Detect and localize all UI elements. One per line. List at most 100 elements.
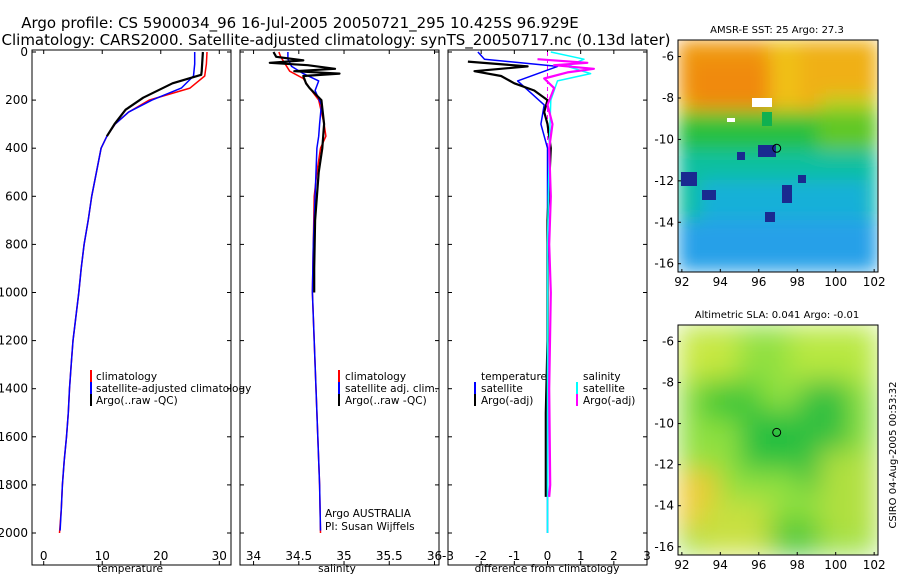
map-xtick-label: 92 (674, 558, 689, 572)
map-ytick-label: -8 (662, 91, 674, 105)
sst-map-title: AMSR-E SST: 25 Argo: 27.3 (710, 25, 844, 36)
sst-anomaly-patch-6 (782, 185, 792, 203)
map-ytick-label: -16 (654, 257, 674, 271)
figure-title-line2: Climatology: CARS2000. Satellite-adjuste… (2, 31, 671, 50)
xtick-label: 1 (577, 549, 585, 563)
map-xtick-label: 96 (751, 558, 766, 572)
map-ytick-label: -12 (654, 174, 674, 188)
series-temperature-argo-adj- (467, 60, 552, 497)
salinity-panel-frame (239, 49, 440, 566)
annotation-argo-australia: Argo AUSTRALIA (325, 508, 412, 520)
sst-anomaly-patch-5 (765, 212, 775, 222)
map-ytick-label: -8 (662, 376, 674, 390)
legend-diff-temperature: temperature (481, 371, 547, 383)
legend-diff-temp-satellite: satellite (481, 383, 523, 395)
sla-map-title: Altimetric SLA: 0.041 Argo: -0.01 (695, 310, 860, 321)
map-ytick-label: -12 (654, 458, 674, 472)
xtick-label: 35.5 (376, 549, 403, 563)
map-ytick-label: -6 (662, 50, 674, 64)
xtick-label: 2 (610, 549, 618, 563)
annotation-pi: PI: Susan Wijffels (325, 521, 415, 533)
side-timestamp: CSIRO 04-Aug-2005 00:53:32 (888, 381, 899, 528)
sst-anomaly-patch-3 (681, 172, 697, 186)
ytick-label: 200 (5, 93, 28, 107)
series-satellite-adj-clim- (287, 52, 323, 531)
xtick-label: 35 (336, 549, 351, 563)
xtick-label: 0 (544, 549, 552, 563)
legend-satellite-adjusted: satellite-adjusted climatology (96, 383, 251, 395)
map-xtick-label: 94 (713, 558, 728, 572)
map-ytick-label: -6 (662, 334, 674, 348)
map-ytick-label: -14 (654, 499, 674, 513)
xtick-label: 36 (427, 549, 442, 563)
sst-map-field (678, 40, 878, 272)
legend-sal-argo: Argo(..raw -QC) (345, 395, 427, 407)
series-temperature-satellite (477, 51, 559, 533)
legend-sal-satellite: satellite adj. clim. (345, 383, 438, 395)
xtick-label: -3 (442, 549, 454, 563)
temperature-lines (58, 51, 208, 534)
xtick-label: 20 (153, 549, 168, 563)
legend-diff-sal-satellite: satellite (583, 383, 625, 395)
map-xtick-label: 92 (674, 275, 689, 289)
legend-climatology: climatology (96, 371, 157, 383)
map-xtick-label: 100 (824, 558, 847, 572)
salinity-lines (268, 51, 341, 534)
sst-missing-patch (752, 98, 772, 107)
map-ytick-label: -10 (654, 417, 674, 431)
map-xtick-label: 98 (790, 275, 805, 289)
legend-diff-sal-argo: Argo(-adj) (583, 395, 635, 407)
map-xtick-label: 94 (713, 275, 728, 289)
xtick-label: -2 (475, 549, 487, 563)
ytick-label: 1600 (0, 430, 28, 444)
map-xtick-label: 100 (824, 275, 847, 289)
ytick-label: 0 (20, 45, 28, 59)
temperature-axes: 0 10 20 30 0 200 400 600 800 1000 1200 1400 1600 1800… (0, 45, 231, 565)
sst-anomaly-patch-2 (737, 152, 745, 160)
series-argo-raw-qc- (268, 51, 341, 293)
legend-diff-temp-argo: Argo(-adj) (481, 395, 533, 407)
sst-map-frame (677, 39, 879, 273)
series-argo-raw-qc- (105, 51, 204, 137)
salinity-legend: climatology satellite adj. clim. Argo(..… (325, 370, 438, 533)
map-xtick-label: 96 (751, 275, 766, 289)
ytick-label: 1200 (0, 334, 28, 348)
temperature-xlabel: temperature (97, 563, 163, 575)
xtick-label: 34.5 (285, 549, 312, 563)
sst-cool-patch (762, 112, 772, 126)
series-salinity-argo-adj- (537, 58, 596, 497)
xtick-label: 30 (212, 549, 227, 563)
difference-legend: temperature satellite Argo(-adj) salinit… (474, 371, 635, 407)
map-ytick-label: -16 (654, 540, 674, 554)
figure-title-line1: Argo profile: CS 5900034_96 16-Jul-2005 … (21, 14, 579, 33)
sst-anomaly-patch (758, 145, 776, 157)
salinity-xlabel: salinity (318, 563, 356, 575)
difference-axes: -3 -2 -1 0 1 2 3 (442, 50, 651, 565)
sst-argo-marker (772, 143, 782, 153)
ytick-label: 1800 (0, 478, 28, 492)
legend-argo: Argo(..raw -QC) (96, 395, 178, 407)
ytick-label: 2000 (0, 526, 28, 540)
map-ytick-label: -14 (654, 215, 674, 229)
map-xtick-label: 98 (790, 558, 805, 572)
sst-map-axes: 92 94 96 98 100 102 -6 -8 -10 -12 -14 -16 (654, 50, 885, 289)
map-xtick-label: 102 (863, 275, 886, 289)
ytick-label: 1400 (0, 382, 28, 396)
map-xtick-label: 102 (863, 558, 886, 572)
sla-argo-marker (772, 427, 782, 437)
ytick-label: 600 (5, 189, 28, 203)
sst-missing-patch-2 (727, 118, 735, 122)
temperature-panel-frame (31, 49, 232, 566)
series-satellite-adjusted-climatology (59, 52, 196, 531)
legend-diff-salinity: salinity (583, 371, 621, 383)
sst-anomaly-patch-7 (798, 175, 806, 183)
ytick-label: 1000 (0, 286, 28, 300)
ytick-label: 400 (5, 141, 28, 155)
xtick-label: 10 (95, 549, 110, 563)
sla-map-frame (677, 324, 879, 556)
salinity-axes: 34 34.5 35 35.5 36 (240, 50, 442, 565)
xtick-label: 0 (40, 549, 48, 563)
series-salinity-satellite (546, 51, 592, 533)
sla-map-axes: 92 94 96 98 100 102 -6 -8 -10 -12 -14 -16 (654, 334, 885, 572)
